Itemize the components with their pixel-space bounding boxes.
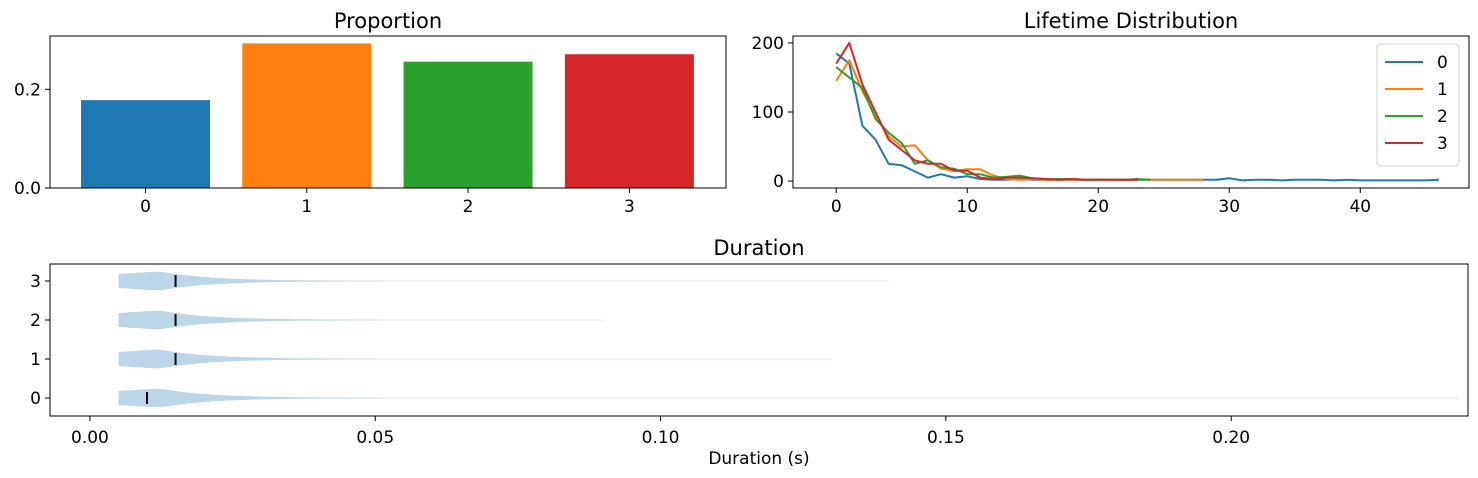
legend-box [1376, 43, 1460, 167]
y-tick-label: 3 [30, 272, 41, 292]
lifetime-title: Lifetime Distribution [1024, 9, 1238, 33]
y-tick-label: 0 [773, 172, 784, 192]
violin-1 [118, 349, 832, 369]
y-tick-label: 0.2 [14, 80, 41, 100]
x-tick-label: 3 [624, 197, 635, 217]
x-tick-label: 1 [301, 197, 312, 217]
y-tick-label: 200 [752, 34, 784, 54]
y-tick-label: 100 [752, 103, 784, 123]
y-tick-label: 1 [30, 350, 41, 370]
violin-3 [118, 271, 889, 291]
x-tick-label: 0.20 [1212, 428, 1250, 448]
x-tick-label: 0 [140, 197, 151, 217]
duration-chart: Duration 0 1 2 3 0.00 0.05 0.10 0.15 0.20 Durat… [30, 236, 1469, 469]
duration-title: Duration [713, 236, 804, 260]
series-line-1 [835, 59, 1204, 181]
violin-2 [118, 310, 604, 330]
proportion-chart: Proportion 0.0 0.2 0 1 2 3 [14, 9, 727, 217]
x-tick-label: 10 [956, 197, 978, 217]
y-tick-label: 0.0 [14, 179, 41, 199]
bar-1 [242, 43, 372, 189]
x-tick-label: 0.00 [71, 428, 109, 448]
x-tick-label: 0.10 [642, 428, 680, 448]
x-tick-label: 20 [1087, 197, 1109, 217]
x-tick-label: 0.05 [356, 428, 394, 448]
x-tick-label: 0.15 [927, 428, 965, 448]
duration-x-axis-label: Duration (s) [708, 449, 809, 469]
series-line-2 [835, 66, 1151, 181]
x-tick-label: 30 [1218, 197, 1240, 217]
proportion-title: Proportion [334, 9, 442, 33]
bar-2 [403, 61, 533, 188]
x-tick-label: 2 [463, 197, 474, 217]
proportion-axes-frame [49, 35, 727, 189]
series-line-3 [835, 41, 1138, 181]
bar-0 [81, 100, 210, 188]
lifetime-legend: 0 1 2 3 [1376, 43, 1460, 167]
y-tick-label: 0 [30, 389, 41, 409]
x-tick-label: 40 [1349, 197, 1371, 217]
legend-label-1: 1 [1437, 80, 1448, 100]
y-tick-label: 2 [30, 311, 41, 331]
x-tick-label: 0 [831, 197, 842, 217]
lifetime-axes-frame [792, 35, 1470, 189]
legend-label-3: 3 [1437, 134, 1448, 154]
duration-axes-frame [49, 263, 1469, 417]
violin-0 [118, 389, 1460, 407]
legend-label-0: 0 [1437, 53, 1448, 73]
legend-label-2: 2 [1437, 107, 1448, 127]
bar-3 [564, 54, 694, 189]
